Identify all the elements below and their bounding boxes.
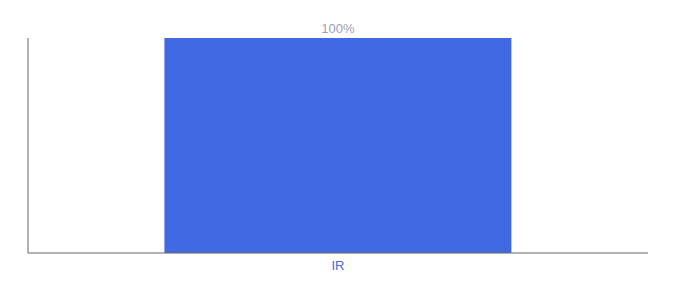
svg-text:IR: IR: [332, 258, 345, 273]
svg-text:100%: 100%: [321, 21, 355, 36]
